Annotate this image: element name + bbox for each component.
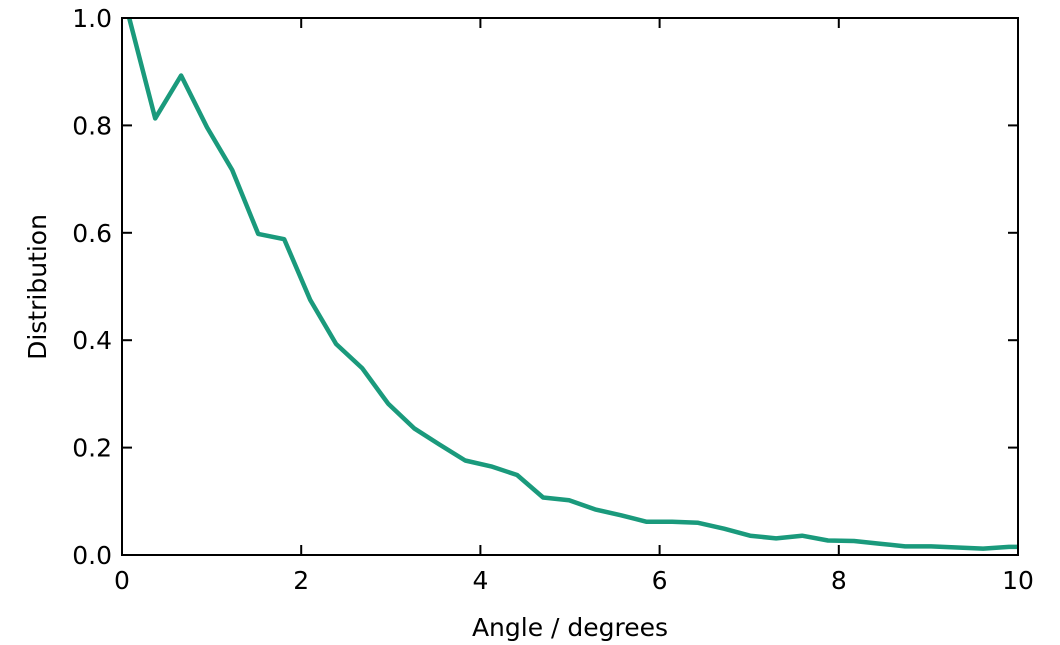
x-tick-label: 6 bbox=[652, 566, 668, 595]
y-axis-label: Distribution bbox=[23, 214, 52, 360]
series-line bbox=[127, 17, 1018, 551]
y-tick-label: 0.0 bbox=[72, 541, 112, 570]
plot-frame bbox=[121, 17, 1019, 556]
x-axis-label: Angle / degrees bbox=[472, 613, 668, 642]
x-tick-label: 0 bbox=[114, 566, 130, 595]
series-layer bbox=[127, 17, 1018, 551]
y-tick-label: 0.8 bbox=[72, 111, 112, 140]
ticks-layer: 0 2 4 6 8 10 0.0 0.2 0.4 0.6 0.8 1.0 bbox=[72, 4, 1034, 595]
x-tick-label: 2 bbox=[293, 566, 309, 595]
y-tick-label: 0.4 bbox=[72, 326, 112, 355]
y-tick-label: 0.2 bbox=[72, 434, 112, 463]
y-tick-label: 1.0 bbox=[72, 4, 112, 33]
y-tick-label: 0.6 bbox=[72, 219, 112, 248]
x-tick-label: 8 bbox=[831, 566, 847, 595]
x-tick-label: 10 bbox=[1002, 566, 1034, 595]
x-tick-label: 4 bbox=[472, 566, 488, 595]
